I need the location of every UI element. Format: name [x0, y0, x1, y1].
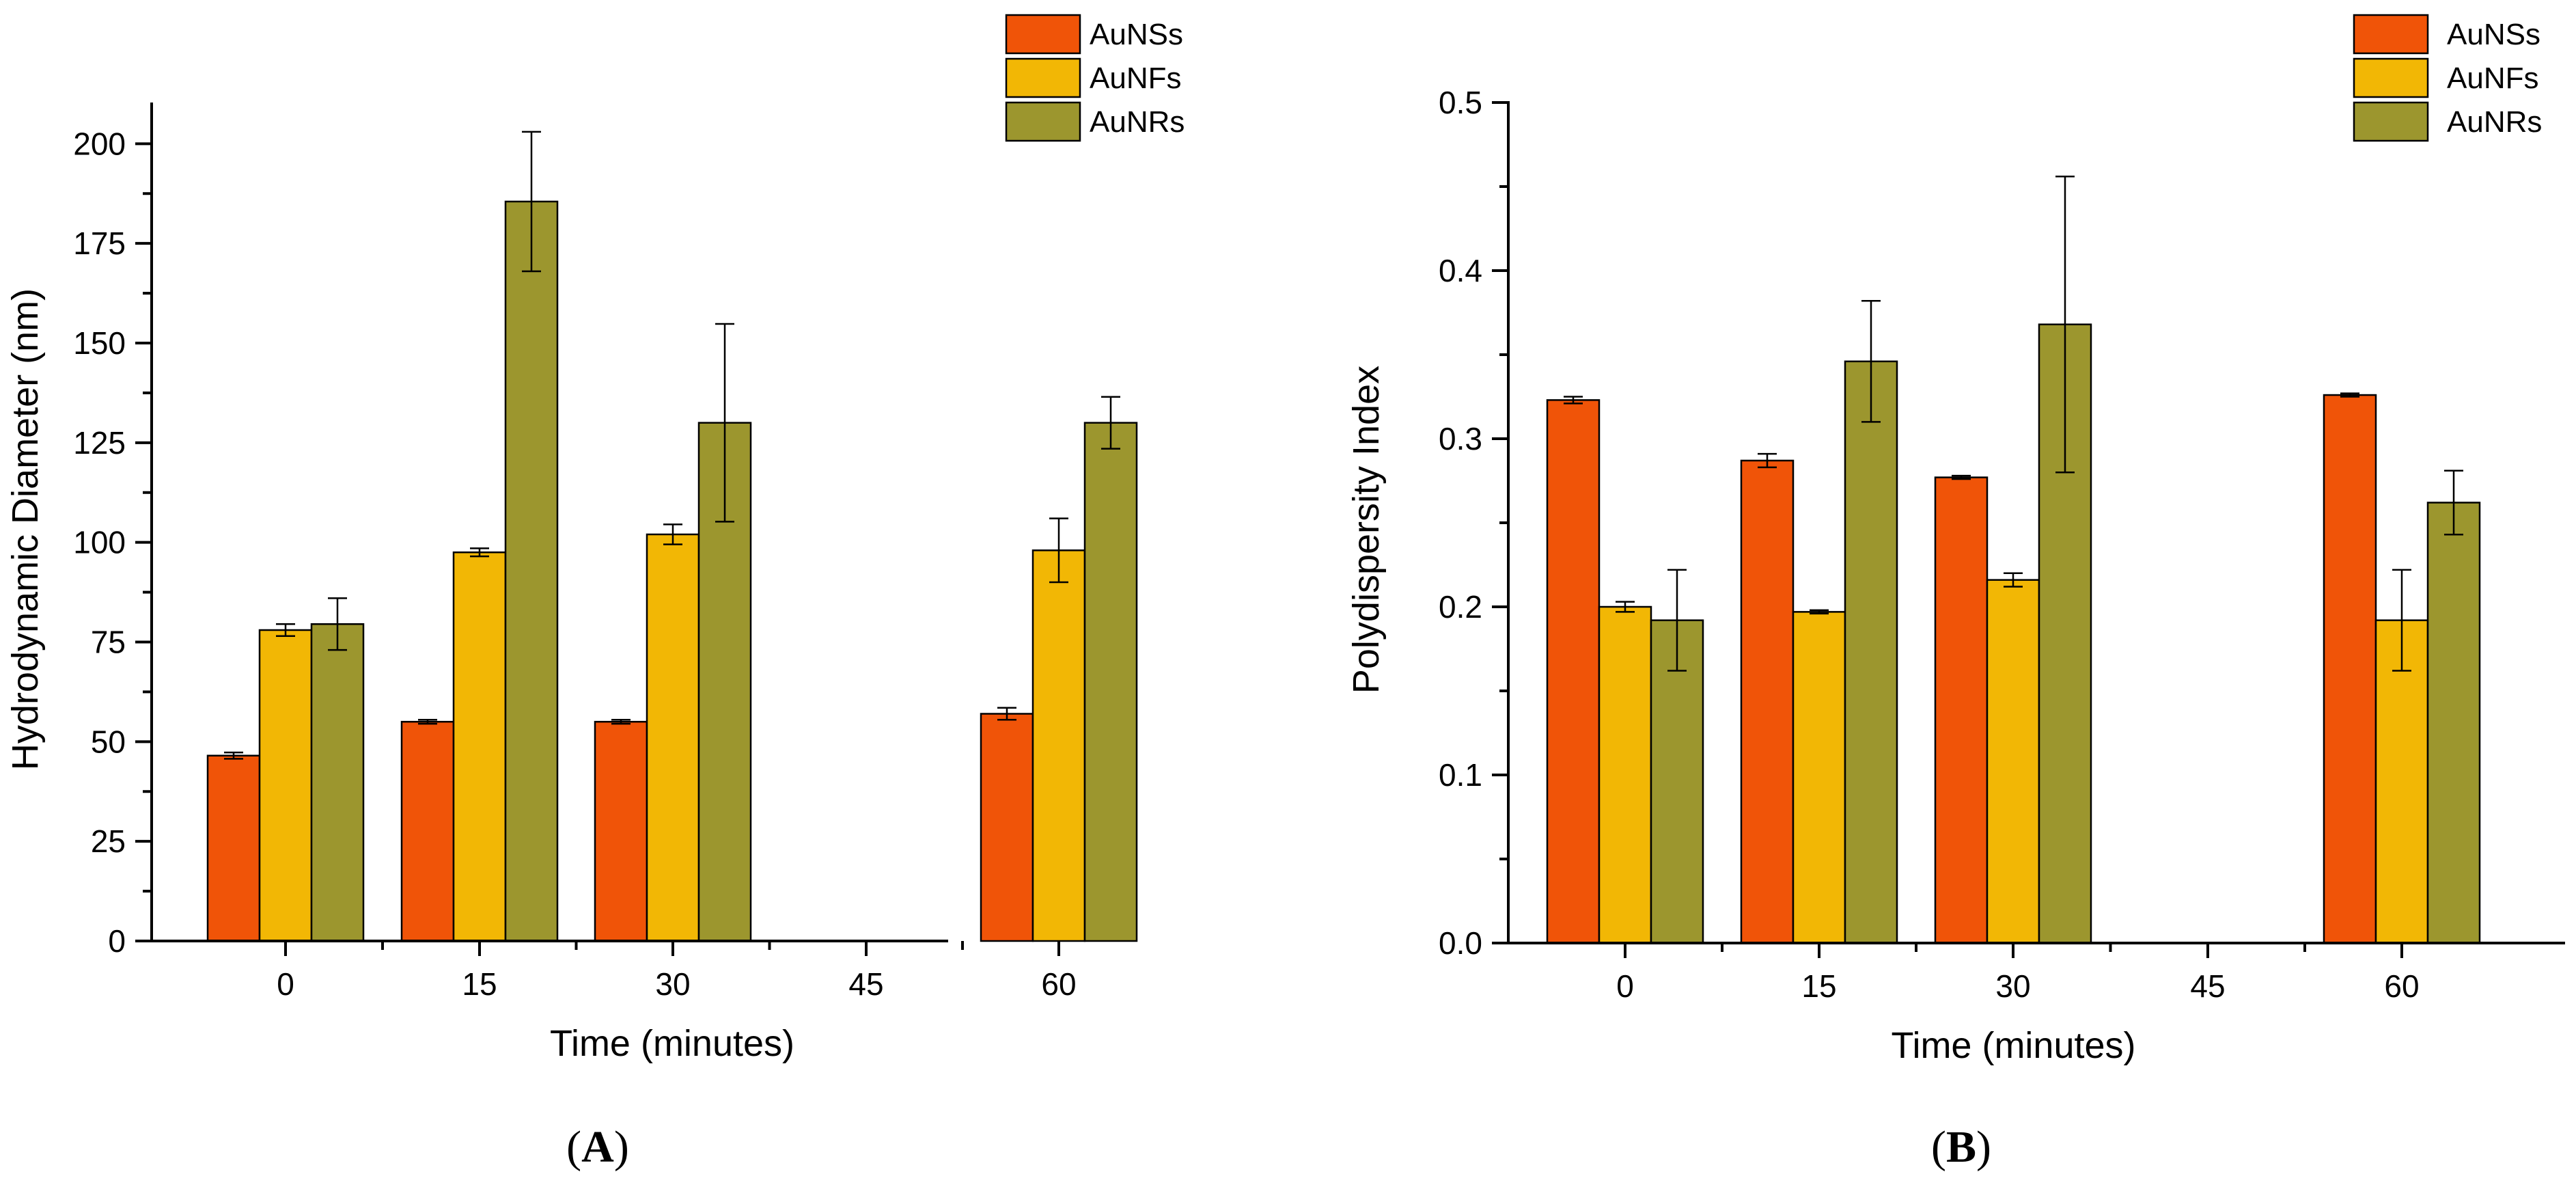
error-bar-AuNFs-60	[1049, 517, 1068, 584]
legend-label-AuNFs: AuNFs	[1090, 62, 1181, 95]
legend-swatch-AuNRs	[1005, 101, 1081, 142]
y-tick-label: 75	[91, 625, 126, 660]
bar-AuNRs-15	[1844, 360, 1898, 944]
bar-AuNFs-30	[1986, 579, 2040, 944]
error-bar-AuNSs-0	[224, 751, 243, 760]
x-tick-label: 15	[1801, 968, 1836, 1004]
x-tick-label: 60	[2384, 968, 2419, 1004]
legend-swatch-AuNSs	[1005, 14, 1081, 55]
panel-label: (A)	[566, 1122, 629, 1172]
error-bar-AuNRs-60	[2444, 469, 2463, 536]
error-bar-AuNSs-15	[418, 719, 437, 725]
y-tick-label: 0	[108, 923, 126, 959]
legend-label-AuNRs: AuNRs	[2447, 105, 2542, 139]
x-tick-label: 30	[655, 966, 690, 1002]
error-bar-AuNSs-15	[1758, 452, 1777, 469]
x-tick-label: 0	[277, 966, 294, 1002]
bar-AuNFs-15	[452, 551, 507, 942]
x-tick-label: 60	[1041, 966, 1076, 1002]
y-tick-label: 125	[73, 425, 126, 461]
bar-AuNRs-15	[504, 200, 559, 942]
bar-AuNFs-30	[646, 533, 700, 942]
error-bar-AuNFs-15	[470, 547, 489, 558]
bar-AuNSs-0	[1546, 399, 1601, 944]
x-axis-title: Time (minutes)	[1891, 1025, 2135, 1066]
panel-label-open: (	[1931, 1122, 1946, 1172]
y-axis-title: Polydispersity Index	[1346, 366, 1387, 694]
legend: AuNSs AuNFs AuNRs	[1005, 14, 1185, 142]
y-tick-label: 0.1	[1439, 757, 1482, 793]
panel-label: (B)	[1931, 1122, 1991, 1172]
y-tick-label: 200	[73, 126, 126, 161]
legend-label-AuNFs: AuNFs	[2447, 62, 2538, 95]
legend-label-AuNSs: AuNSs	[1090, 18, 1183, 51]
panel-label-open: (	[566, 1122, 581, 1172]
bar-AuNSs-0	[206, 754, 261, 942]
legend-swatch-AuNFs	[2353, 57, 2429, 98]
error-bar-AuNFs-0	[276, 623, 295, 637]
error-bar-AuNRs-15	[522, 131, 541, 273]
y-tick-label: 0.4	[1439, 253, 1482, 288]
y-tick-label: 0.5	[1439, 85, 1482, 120]
panel-label-letter: A	[581, 1122, 614, 1172]
x-tick-label: 30	[1995, 968, 2030, 1004]
bar-AuNFs-0	[1598, 605, 1652, 944]
bar-AuNRs-0	[310, 623, 365, 942]
bar-AuNSs-30	[1934, 476, 1989, 944]
x-tick-label: 45	[2190, 968, 2225, 1004]
bar-AuNFs-60	[1031, 549, 1086, 942]
error-bar-AuNFs-60	[2392, 569, 2411, 672]
x-tick-label: 0	[1616, 968, 1634, 1004]
x-tick-label: 45	[848, 966, 883, 1002]
y-tick-label: 150	[73, 325, 126, 361]
legend-swatch-AuNSs	[2353, 14, 2429, 55]
bar-AuNSs-60	[980, 713, 1034, 942]
bar-AuNRs-60	[2426, 502, 2481, 944]
bar-AuNFs-0	[258, 629, 313, 942]
panel-label-letter: B	[1946, 1122, 1976, 1172]
error-bar-AuNRs-30	[715, 323, 734, 523]
panel-b-chart: 0.0 0.1 0.2 0.3 0.4 0.5 0 15 30 45 60 Time (minutes…	[1346, 14, 2565, 1172]
panel-label-close: )	[614, 1122, 629, 1172]
error-bar-AuNRs-0	[1667, 569, 1687, 672]
y-tick-label: 0.2	[1439, 589, 1482, 625]
y-tick-label: 175	[73, 226, 126, 261]
y-tick-label: 0.3	[1439, 421, 1482, 456]
bar-AuNSs-30	[594, 720, 648, 942]
error-bar-AuNSs-30	[1952, 474, 1971, 480]
x-tick-label: 15	[462, 966, 497, 1002]
error-bar-AuNFs-15	[1810, 609, 1829, 615]
error-bar-AuNRs-30	[2055, 175, 2075, 474]
legend: AuNSs AuNFs AuNRs	[2353, 14, 2542, 142]
error-bar-AuNFs-30	[663, 523, 682, 545]
y-tick-label: 0.0	[1439, 925, 1482, 961]
legend-label-AuNSs: AuNSs	[2447, 18, 2540, 51]
error-bar-AuNSs-60	[997, 707, 1016, 721]
bar-AuNSs-60	[2323, 394, 2377, 944]
y-tick-label: 100	[73, 525, 126, 560]
error-bar-AuNSs-30	[611, 719, 631, 725]
error-bar-AuNSs-0	[1564, 396, 1583, 405]
y-tick-label: 50	[91, 724, 126, 759]
bar-AuNFs-15	[1792, 611, 1846, 944]
panel-label-close: )	[1976, 1122, 1991, 1172]
legend-swatch-AuNRs	[2353, 101, 2429, 142]
y-tick-label: 25	[91, 823, 126, 859]
error-bar-AuNRs-0	[328, 597, 347, 651]
error-bar-AuNFs-0	[1616, 601, 1635, 613]
error-bar-AuNRs-60	[1101, 396, 1120, 450]
error-bar-AuNFs-30	[2004, 572, 2023, 588]
panel-a-chart: 0 25 50 75 100 125 150 175 200 0 15 30 45 60 Time (min…	[5, 14, 1185, 1172]
legend-swatch-AuNFs	[1005, 57, 1081, 98]
bar-AuNSs-15	[1740, 459, 1795, 944]
bar-AuNRs-60	[1083, 422, 1138, 942]
error-bar-AuNRs-15	[1861, 300, 1881, 423]
bar-AuNSs-15	[400, 720, 455, 942]
error-bar-AuNSs-60	[2340, 392, 2359, 398]
y-axis-title: Hydrodynamic Diameter (nm)	[5, 288, 46, 770]
x-axis-title: Time (minutes)	[550, 1023, 794, 1064]
legend-label-AuNRs: AuNRs	[1090, 105, 1185, 139]
